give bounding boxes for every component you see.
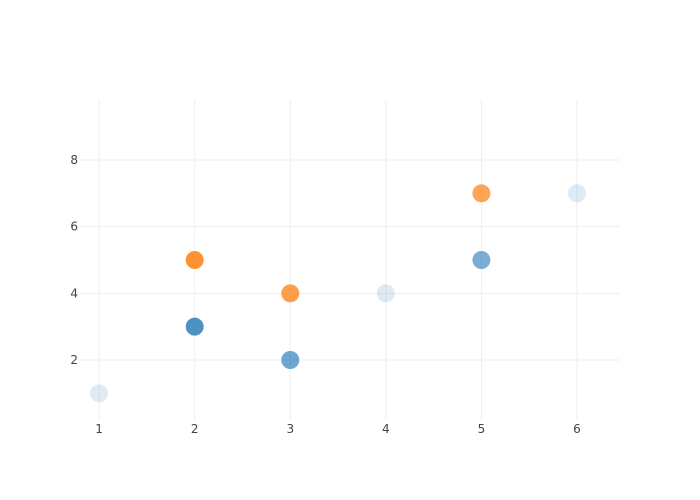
x-tick-label: 5 — [478, 422, 486, 436]
x-tick-label: 6 — [573, 422, 581, 436]
grid — [80, 100, 620, 420]
data-point — [376, 284, 395, 303]
axes: 1 2 3 4 5 6 2 4 6 8 — [70, 153, 580, 436]
data-point — [472, 251, 491, 269]
x-tick-label: 3 — [286, 422, 294, 436]
data-point — [185, 251, 204, 269]
data-point — [472, 184, 491, 203]
y-tick-label: 8 — [70, 153, 78, 167]
x-tick-label: 1 — [95, 422, 103, 436]
y-tick-label: 6 — [70, 220, 78, 234]
x-tick-label: 4 — [382, 422, 390, 436]
markers — [90, 184, 586, 403]
data-point — [90, 384, 109, 403]
y-tick-label: 2 — [70, 353, 78, 367]
data-point — [567, 184, 586, 203]
data-point — [281, 351, 300, 369]
y-tick-label: 4 — [70, 286, 78, 300]
x-tick-label: 2 — [191, 422, 199, 436]
data-point — [185, 317, 204, 336]
data-point — [281, 284, 300, 303]
